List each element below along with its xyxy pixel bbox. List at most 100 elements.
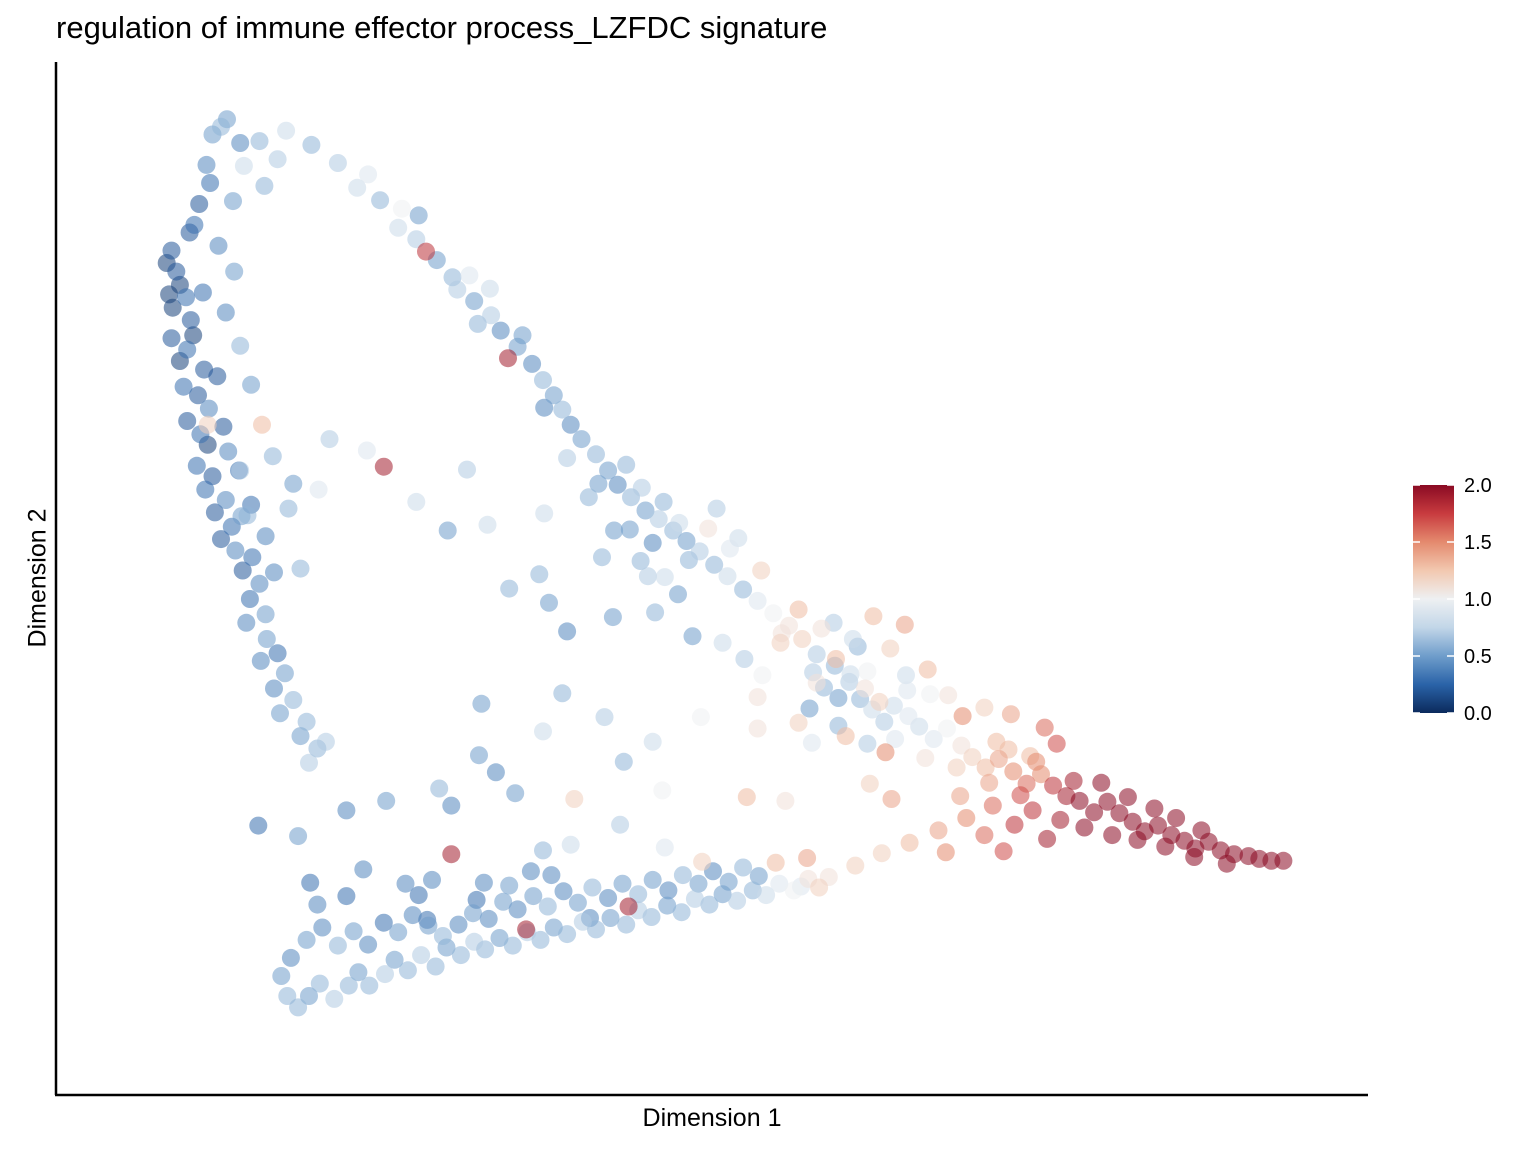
- scatter-point: [275, 664, 294, 683]
- scatter-point: [268, 150, 287, 169]
- scatter-point: [225, 262, 244, 281]
- scatter-point: [1145, 799, 1164, 818]
- scatter-point: [1004, 762, 1023, 781]
- scatter-point: [843, 630, 862, 648]
- scatter-point: [250, 574, 269, 593]
- scatter-point: [309, 480, 328, 499]
- scatter-point: [673, 866, 692, 885]
- scatter-point: [573, 912, 592, 931]
- scatter-point: [535, 504, 554, 523]
- x-axis-label: Dimension 1: [642, 1104, 782, 1132]
- colorbar-tick-label: 0.5: [1464, 646, 1492, 668]
- scatter-point: [212, 530, 230, 549]
- scatter-point: [975, 698, 994, 717]
- scatter-point: [389, 218, 408, 237]
- scatter-point: [952, 736, 971, 755]
- scatter-point: [419, 916, 438, 935]
- scatter-point: [374, 913, 393, 932]
- scatter-point: [474, 873, 493, 892]
- scatter-point: [534, 371, 552, 390]
- scatter-point: [376, 965, 394, 984]
- scatter-point: [829, 689, 848, 707]
- scatter-point: [619, 897, 638, 916]
- scatter-point: [316, 732, 335, 751]
- scatter-point: [718, 567, 737, 586]
- scatter-point: [699, 519, 718, 538]
- scatter-point: [872, 844, 891, 863]
- scatter-point: [980, 773, 999, 792]
- scatter-point: [1167, 809, 1186, 827]
- scatter-point: [561, 835, 580, 854]
- scatter-point: [479, 909, 498, 928]
- scatter-point: [289, 827, 308, 846]
- scatter-point: [167, 262, 186, 281]
- scatter-point: [534, 841, 552, 860]
- scatter-point: [430, 779, 449, 798]
- scatter-point: [629, 885, 648, 904]
- scatter-point: [1098, 792, 1117, 811]
- scatter-point: [895, 615, 914, 634]
- scatter-point: [989, 750, 1008, 768]
- scatter-point: [856, 679, 874, 698]
- scatter-point: [599, 889, 618, 907]
- scatter-point: [490, 929, 509, 947]
- scatter-point: [249, 816, 268, 835]
- scatter-point: [812, 619, 831, 638]
- scatter-point: [1156, 837, 1175, 856]
- scatter-point: [1110, 804, 1129, 823]
- scatter-point: [983, 796, 1002, 815]
- scatter-point: [568, 893, 587, 912]
- scatter-point: [199, 399, 218, 418]
- scatter-point: [793, 630, 812, 648]
- scatter-point: [349, 963, 368, 982]
- scatter-point: [442, 845, 461, 864]
- scatter-point: [234, 156, 253, 175]
- scatter-point: [757, 886, 776, 905]
- scatter-point: [918, 660, 937, 679]
- scatter-point: [231, 134, 250, 152]
- scatter-point: [653, 781, 672, 800]
- scatter-point: [231, 461, 250, 480]
- scatter-point: [162, 329, 181, 348]
- scatter-point: [1011, 786, 1030, 805]
- scatter-point: [174, 377, 193, 396]
- scatter-point: [802, 733, 821, 752]
- scatter-point: [231, 336, 250, 355]
- scatter-point: [277, 121, 296, 140]
- scatter-point: [807, 673, 826, 692]
- scatter-point: [632, 478, 651, 497]
- scatter-point: [646, 603, 665, 622]
- scatter-point: [882, 790, 901, 808]
- scatter-point: [1035, 718, 1054, 737]
- scatter-point: [523, 354, 542, 373]
- scatter-point: [617, 915, 636, 934]
- scatter-point: [605, 521, 624, 540]
- scatter-point: [587, 920, 605, 939]
- scatter-point: [542, 866, 561, 885]
- scatter-point: [392, 199, 411, 218]
- scatter-point: [448, 280, 467, 299]
- scatter-point: [1092, 773, 1111, 792]
- scatter-point: [291, 727, 310, 746]
- scatter-point: [827, 650, 845, 668]
- scatter-point: [289, 998, 308, 1017]
- scatter-point: [189, 386, 207, 405]
- scatter-point: [748, 688, 767, 707]
- scatter-point: [233, 561, 252, 580]
- scatter-point: [253, 415, 271, 434]
- scatter-point: [734, 858, 753, 877]
- scatter-point: [553, 400, 572, 419]
- scatter-point: [846, 856, 865, 875]
- scatter-point: [734, 580, 753, 599]
- scatter-point: [599, 461, 618, 480]
- scatter-point: [899, 707, 918, 726]
- scatter-point: [494, 892, 513, 911]
- scatter-point: [884, 696, 903, 715]
- scatter-point: [572, 430, 591, 449]
- scatter-point: [513, 326, 532, 345]
- scatter-point: [544, 918, 563, 937]
- scatter-point: [583, 878, 602, 897]
- scatter-point: [521, 862, 540, 881]
- scatter-point: [412, 946, 431, 965]
